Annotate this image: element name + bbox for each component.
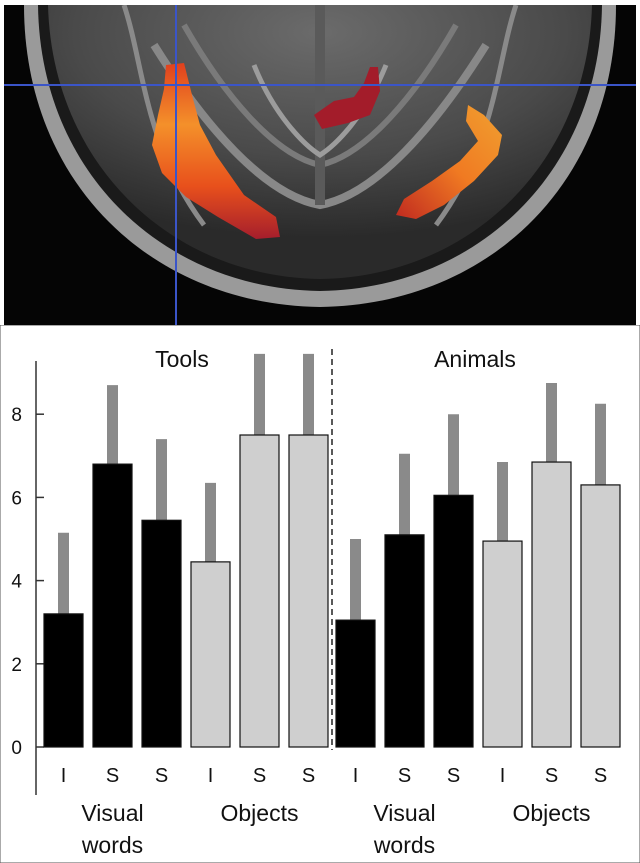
condition-label: S: [253, 765, 266, 787]
bar-objects: [482, 540, 523, 748]
group-label-line2: words: [373, 832, 435, 858]
bar-objects: [531, 461, 572, 748]
group-label-line2: words: [81, 832, 143, 858]
condition-label: S: [594, 765, 607, 787]
condition-label: I: [208, 765, 214, 787]
bar-objects: [288, 434, 329, 748]
brain-mri-image: [4, 5, 636, 325]
group-label-line1: Visual: [81, 800, 143, 826]
bar-visual-words: [433, 494, 474, 748]
condition-label: S: [155, 765, 168, 787]
bar-chart: 0 2 4 6 8 I S S I S S Visual words Objects I S S I S S Visu…: [0, 325, 640, 863]
condition-label: S: [447, 765, 460, 787]
y-tick-label: 2: [11, 655, 22, 676]
bar-objects: [580, 484, 621, 748]
condition-label: I: [353, 765, 359, 787]
panel-title-tools: Tools: [155, 346, 209, 372]
condition-label: I: [500, 765, 506, 787]
bar-visual-words: [92, 463, 133, 748]
group-label-line1: Objects: [221, 800, 299, 826]
group-label-line1: Objects: [513, 800, 591, 826]
y-tick-label: 4: [11, 572, 22, 593]
bar-visual-words: [141, 519, 182, 748]
condition-label: S: [545, 765, 558, 787]
bar-visual-words: [384, 534, 425, 748]
panel-title-animals: Animals: [434, 346, 516, 372]
condition-label: S: [398, 765, 411, 787]
bar-objects: [239, 434, 280, 748]
bar-objects: [190, 561, 231, 748]
y-tick-label: 0: [11, 738, 22, 759]
y-tick-label: 8: [11, 405, 22, 426]
y-tick-label: 6: [11, 488, 22, 509]
bar-visual-words: [335, 619, 376, 748]
condition-label: I: [61, 765, 67, 787]
condition-label: S: [106, 765, 119, 787]
group-label-line1: Visual: [373, 800, 435, 826]
bar-visual-words: [43, 613, 84, 748]
condition-label: S: [302, 765, 315, 787]
